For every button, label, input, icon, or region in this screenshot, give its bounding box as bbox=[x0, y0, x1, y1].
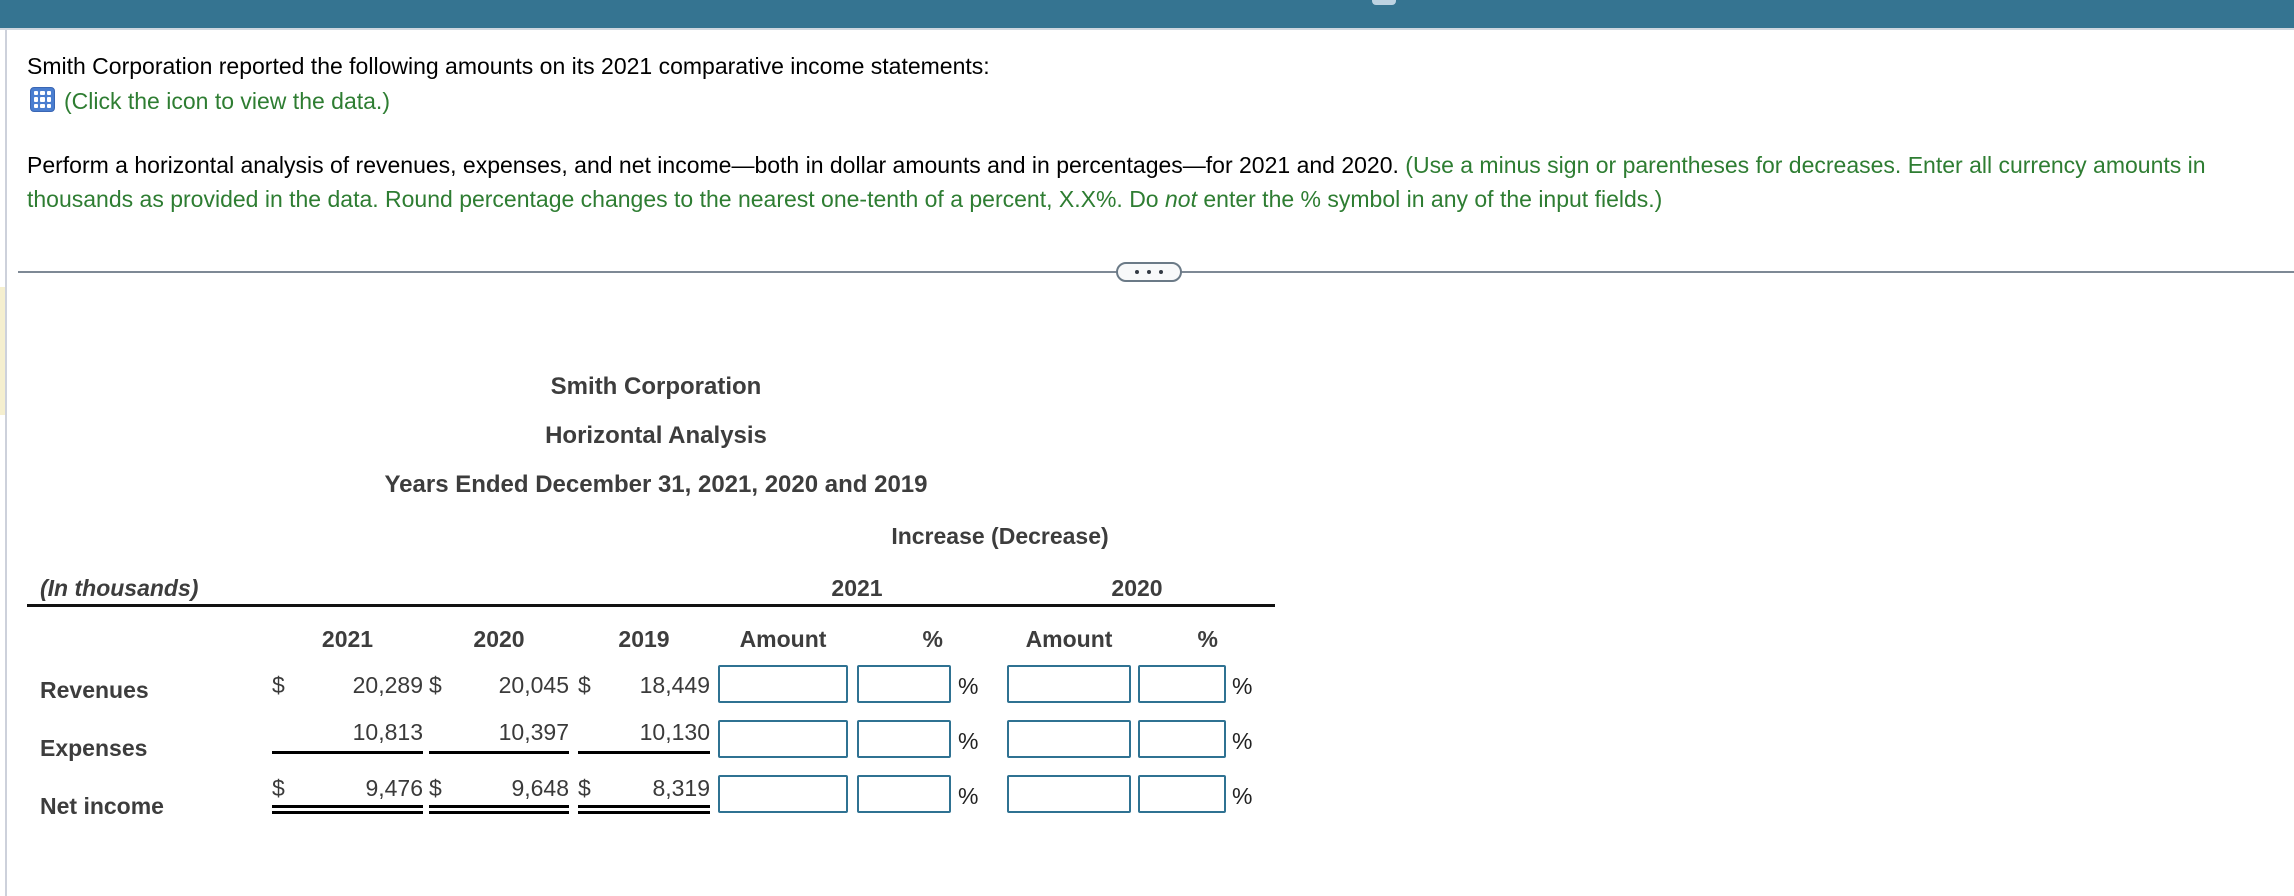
cell-value: 10,130 bbox=[639, 719, 710, 745]
dollar-sign: $ bbox=[578, 672, 591, 698]
subtotal-rule bbox=[429, 751, 569, 754]
dollar-sign: $ bbox=[429, 775, 442, 801]
header-rule bbox=[27, 604, 1275, 607]
net-income-2021-cell: $ 9,476 bbox=[272, 773, 423, 803]
input-expenses-2020-percent[interactable] bbox=[1138, 720, 1226, 758]
cell-value: 10,813 bbox=[352, 719, 423, 745]
cell-value: 9,476 bbox=[365, 775, 423, 801]
column-header-2021: 2021 bbox=[321, 626, 374, 652]
instruction-black-text: Perform a horizontal analysis of revenue… bbox=[27, 152, 1399, 178]
input-expenses-2020-amount[interactable] bbox=[1007, 720, 1131, 758]
cell-value: 18,449 bbox=[639, 672, 710, 698]
revenues-2019-cell: $ 18,449 bbox=[578, 670, 710, 700]
column-header-2019: 2019 bbox=[618, 626, 670, 652]
expenses-2020-cell: 10,397 bbox=[429, 717, 569, 747]
ellipsis-icon bbox=[1135, 270, 1139, 274]
input-net-income-2020-amount[interactable] bbox=[1007, 775, 1131, 813]
instruction-green-text-1: (Use a minus sign or parentheses for dec… bbox=[27, 152, 2206, 212]
input-revenues-2021-percent[interactable] bbox=[857, 665, 951, 703]
icon-cell bbox=[40, 97, 45, 102]
group-header-2021: 2021 bbox=[831, 575, 883, 601]
total-rule bbox=[429, 805, 569, 808]
icon-cell bbox=[46, 97, 51, 102]
column-header-amount-2020: Amount bbox=[1025, 626, 1113, 652]
instruction-green-italic: not bbox=[1164, 186, 1197, 212]
ellipsis-icon bbox=[1159, 270, 1163, 274]
ellipsis-icon bbox=[1147, 270, 1151, 274]
instruction-paragraph: Perform a horizontal analysis of revenue… bbox=[27, 148, 2277, 216]
input-revenues-2021-amount[interactable] bbox=[718, 665, 848, 703]
left-edge-accent bbox=[0, 287, 5, 415]
icon-cell bbox=[34, 91, 39, 96]
percent-suffix: % bbox=[1232, 783, 1253, 809]
percent-suffix: % bbox=[958, 673, 979, 699]
statement-company-name: Smith Corporation bbox=[550, 373, 762, 400]
statement-title-block: Smith Corporation Horizontal Analysis Ye… bbox=[0, 362, 1312, 509]
total-rule bbox=[429, 811, 569, 814]
input-net-income-2021-amount[interactable] bbox=[718, 775, 848, 813]
row-label-revenues: Revenues bbox=[40, 677, 149, 703]
input-revenues-2020-percent[interactable] bbox=[1138, 665, 1226, 703]
revenues-2020-cell: $ 20,045 bbox=[429, 670, 569, 700]
revenues-2021-cell: $ 20,289 bbox=[272, 670, 423, 700]
input-net-income-2020-percent[interactable] bbox=[1138, 775, 1226, 813]
dollar-sign: $ bbox=[272, 672, 285, 698]
total-rule bbox=[578, 805, 710, 808]
subtotal-rule bbox=[578, 751, 710, 754]
subtotal-rule bbox=[272, 751, 423, 754]
dollar-sign: $ bbox=[429, 672, 442, 698]
icon-cell bbox=[40, 91, 45, 96]
net-income-2019-cell: $ 8,319 bbox=[578, 773, 710, 803]
data-table-icon[interactable] bbox=[30, 87, 55, 112]
group-header-2020: 2020 bbox=[1111, 575, 1163, 601]
column-header-amount-2021: Amount bbox=[739, 626, 827, 652]
input-expenses-2021-amount[interactable] bbox=[718, 720, 848, 758]
input-net-income-2021-percent[interactable] bbox=[857, 775, 951, 813]
total-rule bbox=[578, 811, 710, 814]
expenses-2021-cell: 10,813 bbox=[272, 717, 423, 747]
toolbar-button-cutoff bbox=[1372, 0, 1396, 5]
column-header-2020: 2020 bbox=[473, 626, 525, 652]
row-label-expenses: Expenses bbox=[40, 735, 148, 761]
toolbar-bottom-border bbox=[0, 28, 2294, 30]
dollar-sign: $ bbox=[578, 775, 591, 801]
total-rule bbox=[272, 811, 423, 814]
percent-suffix: % bbox=[958, 728, 979, 754]
cell-value: 8,319 bbox=[652, 775, 710, 801]
icon-cell bbox=[34, 97, 39, 102]
icon-cell bbox=[46, 103, 51, 108]
icon-cell bbox=[34, 103, 39, 108]
statement-analysis-type: Horizontal Analysis bbox=[545, 422, 767, 449]
section-collapse-toggle[interactable] bbox=[1116, 262, 1182, 282]
expenses-2019-cell: 10,130 bbox=[578, 717, 710, 747]
cell-value: 10,397 bbox=[498, 719, 569, 745]
cell-value: 20,289 bbox=[352, 672, 423, 698]
net-income-2020-cell: $ 9,648 bbox=[429, 773, 569, 803]
top-toolbar bbox=[0, 0, 2294, 28]
percent-suffix: % bbox=[958, 783, 979, 809]
input-revenues-2020-amount[interactable] bbox=[1007, 665, 1131, 703]
increase-decrease-header: Increase (Decrease) bbox=[891, 523, 1109, 549]
dollar-sign: $ bbox=[272, 775, 285, 801]
icon-cell bbox=[46, 91, 51, 96]
row-label-net-income: Net income bbox=[40, 793, 164, 819]
percent-suffix: % bbox=[1232, 728, 1253, 754]
statement-period: Years Ended December 31, 2021, 2020 and … bbox=[384, 471, 928, 498]
icon-cell bbox=[40, 103, 45, 108]
column-header-percent-2020: % bbox=[1197, 626, 1218, 652]
problem-intro-text: Smith Corporation reported the following… bbox=[27, 53, 990, 79]
column-header-percent-2021: % bbox=[922, 626, 943, 652]
instruction-green-text-2: enter the % symbol in any of the input f… bbox=[1196, 186, 1663, 212]
cell-value: 9,648 bbox=[511, 775, 569, 801]
total-rule bbox=[272, 805, 423, 808]
input-expenses-2021-percent[interactable] bbox=[857, 720, 951, 758]
left-panel-border bbox=[5, 30, 7, 896]
view-data-link-label: (Click the icon to view the data.) bbox=[64, 88, 390, 114]
cell-value: 20,045 bbox=[498, 672, 569, 698]
in-thousands-label: (In thousands) bbox=[40, 575, 199, 601]
percent-suffix: % bbox=[1232, 673, 1253, 699]
